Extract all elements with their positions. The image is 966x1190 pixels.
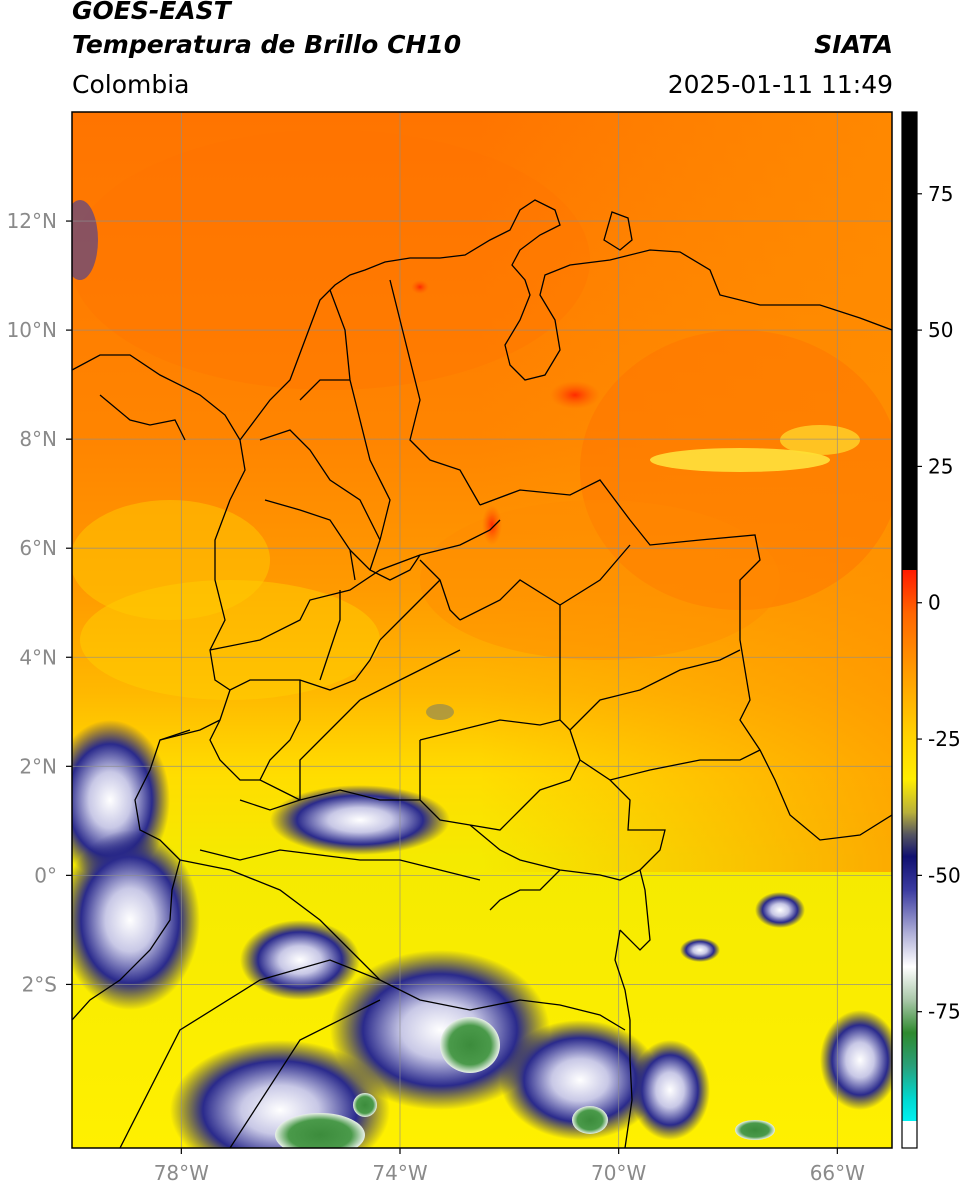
colorbar-frame	[901, 111, 918, 1149]
satellite-title: GOES-EAST	[72, 0, 231, 25]
colorbar-tick-label: -50	[928, 863, 961, 887]
longitude-axis: 78°W 74°W 70°W 66°W	[154, 1148, 865, 1185]
organization-label: SIATA	[814, 30, 893, 59]
product-title: Temperatura de Brillo CH10	[72, 30, 462, 59]
colorbar-white-segment	[902, 1121, 917, 1148]
lat-tick-label: 2°S	[22, 972, 57, 996]
lon-tick-label: 70°W	[591, 1161, 646, 1185]
gridlines	[72, 112, 892, 1148]
map-frame	[71, 111, 893, 1149]
colorbar-tick-label: 50	[928, 318, 953, 342]
lon-tick-label: 78°W	[154, 1161, 209, 1185]
lat-tick-label: 4°N	[19, 645, 57, 669]
colorbar-ticks: 75 50 25 0 -25 -50 -75	[917, 182, 961, 1024]
lat-tick-label: 8°N	[19, 427, 57, 451]
latitude-axis: 12°N 10°N 8°N 6°N 4°N 2°N 0° 2°S	[7, 209, 72, 996]
lat-tick-label: 0°	[34, 863, 57, 887]
colorbar-tick-label: 0	[928, 591, 941, 615]
lat-tick-label: 10°N	[7, 318, 57, 342]
datetime-label: 2025-01-11 11:49	[667, 70, 893, 99]
coastlines-and-borders	[72, 199, 892, 1148]
lon-tick-label: 74°W	[372, 1161, 427, 1185]
lat-tick-label: 6°N	[19, 536, 57, 560]
region-label: Colombia	[72, 70, 190, 99]
colorbar: 75 50 25 0 -25 -50 -75	[901, 111, 961, 1149]
colorbar-tick-label: 25	[928, 454, 953, 478]
lat-tick-label: 2°N	[19, 754, 57, 778]
colorbar-gradient	[902, 570, 917, 1121]
colorbar-tick-label: -25	[928, 727, 961, 751]
colorbar-tick-label: -75	[928, 1000, 961, 1024]
satellite-image	[72, 112, 892, 1148]
lat-tick-label: 12°N	[7, 209, 57, 233]
colorbar-black-segment	[902, 112, 917, 570]
lon-tick-label: 66°W	[810, 1161, 865, 1185]
colorbar-tick-label: 75	[928, 182, 953, 206]
